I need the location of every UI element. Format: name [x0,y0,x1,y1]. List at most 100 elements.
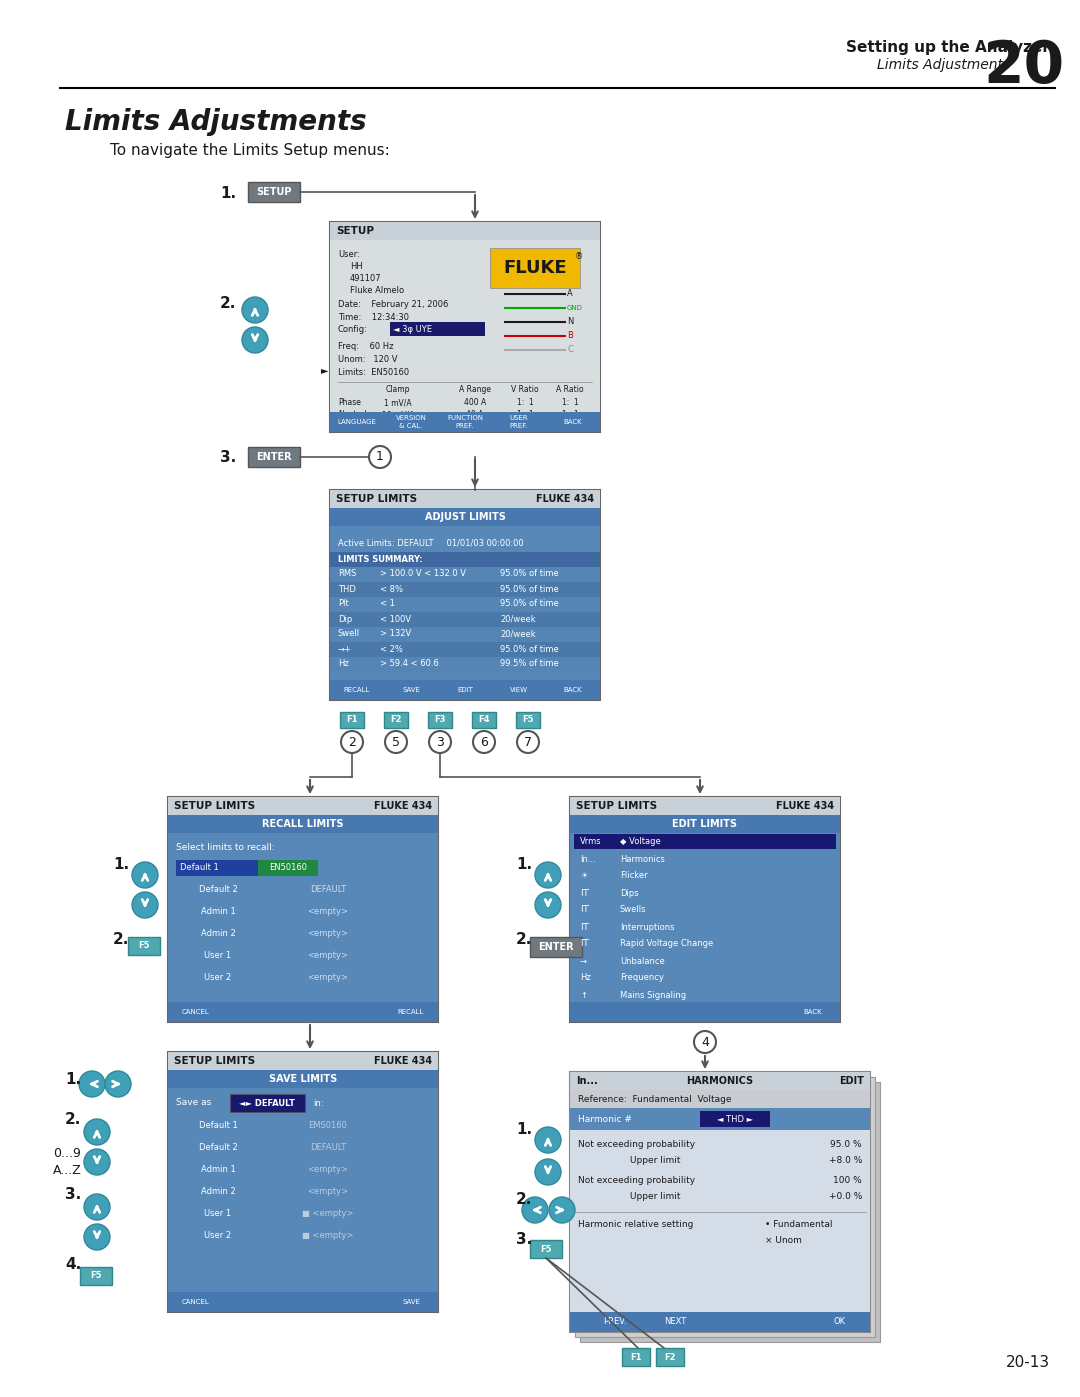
Text: 95.0% of time: 95.0% of time [500,584,558,594]
Bar [700,1111,770,1127]
Text: 4: 4 [701,1035,708,1049]
Text: × Unom: × Unom [765,1236,801,1245]
Text: Select limits to recall:: Select limits to recall: [176,842,274,852]
Circle shape [429,731,451,753]
Text: B: B [567,331,572,341]
Text: NEXT: NEXT [664,1317,686,1327]
Text: ■ <empty>: ■ <empty> [302,1232,354,1241]
Text: > 132V: > 132V [380,630,411,638]
Text: SETUP LIMITS: SETUP LIMITS [174,1056,255,1066]
Bar [168,1088,438,1292]
Text: CANCEL: CANCEL [181,1009,208,1016]
Text: 1: 1 [376,450,383,464]
Text: 99.5% of time: 99.5% of time [500,659,558,669]
Text: Default 2: Default 2 [199,1144,238,1153]
Bar [530,937,582,957]
Bar [168,833,438,1002]
Text: 1.: 1. [113,856,130,872]
Text: > 59.4 < 60.6: > 59.4 < 60.6 [380,659,438,669]
Bar [530,1241,562,1259]
Bar [129,937,160,956]
Text: F2: F2 [390,715,402,725]
Circle shape [242,327,268,353]
Text: EMS0160: EMS0160 [309,1122,348,1130]
Text: 2.: 2. [113,932,130,947]
Text: ■ <empty>: ■ <empty> [302,1210,354,1218]
Bar [230,1094,305,1112]
Text: 1:  1: 1: 1 [562,398,579,407]
Text: Date:    February 21, 2006: Date: February 21, 2006 [338,300,448,309]
Bar [330,412,600,432]
Text: Flicker: Flicker [620,872,648,880]
Bar [573,834,836,849]
Text: F1: F1 [631,1352,642,1362]
Text: Harmonics: Harmonics [620,855,665,863]
Text: EDIT LIMITS: EDIT LIMITS [673,819,738,828]
Text: Not exceeding probability: Not exceeding probability [578,1140,696,1148]
Text: ΓΓ: ΓΓ [580,922,590,932]
Text: ΓΓ: ΓΓ [580,888,590,897]
Bar [168,798,438,1023]
Text: C: C [567,345,572,355]
Text: FLUKE 434: FLUKE 434 [536,495,594,504]
Text: 95.0% of time: 95.0% of time [500,570,558,578]
Text: Swells: Swells [620,905,647,915]
Bar [168,1292,438,1312]
Bar [570,1108,870,1130]
Bar [580,1083,880,1343]
Text: 6: 6 [481,735,488,749]
Bar [168,1052,438,1070]
Text: F5: F5 [523,715,534,725]
Text: <empty>: <empty> [308,1187,349,1196]
Text: DEFAULT: DEFAULT [310,886,346,894]
Text: SETUP LIMITS: SETUP LIMITS [174,800,255,812]
Text: +8.0 %: +8.0 % [828,1155,862,1165]
Text: Default 2: Default 2 [199,886,238,894]
Text: LIMITS SUMMARY:: LIMITS SUMMARY: [338,555,422,563]
Text: DEFAULT: DEFAULT [310,1144,346,1153]
Text: <empty>: <empty> [308,951,349,961]
Text: 2.: 2. [220,296,237,312]
Text: 20-13: 20-13 [1005,1355,1050,1370]
Text: SETUP: SETUP [336,226,374,236]
Text: Harmonic #: Harmonic # [578,1115,632,1123]
Text: User 1: User 1 [204,1210,231,1218]
Text: EDIT: EDIT [457,687,473,693]
Bar [330,490,600,700]
Bar [622,1348,650,1366]
Circle shape [84,1119,110,1146]
Text: Admin 2: Admin 2 [201,1187,235,1196]
Text: VIEW: VIEW [510,687,528,693]
Circle shape [242,298,268,323]
Text: F2: F2 [664,1352,676,1362]
Text: Time:    12:34:30: Time: 12:34:30 [338,313,409,321]
Text: Hz: Hz [338,659,349,669]
Bar [570,1071,870,1331]
Bar [570,798,840,1023]
Text: →+: →+ [338,644,352,654]
Text: VERSION
& CAL.: VERSION & CAL. [395,415,427,429]
Text: 95.0% of time: 95.0% of time [500,599,558,609]
Text: 400 A: 400 A [464,398,486,407]
Bar [330,643,600,657]
Text: Clamp: Clamp [386,386,410,394]
Text: Plt: Plt [338,599,349,609]
Text: FUNCTION
PREF.: FUNCTION PREF. [447,415,483,429]
Bar [248,447,300,467]
Text: Rapid Voltage Change: Rapid Voltage Change [620,940,713,949]
Text: 20/week: 20/week [500,630,536,638]
Text: FLUKE 434: FLUKE 434 [374,1056,432,1066]
Circle shape [535,1127,561,1153]
Circle shape [549,1197,575,1222]
Text: Neutral: Neutral [338,409,366,419]
Text: +0.0 %: +0.0 % [828,1192,862,1201]
Text: • Fundamental: • Fundamental [765,1220,833,1229]
Text: > 100.0 V < 132.0 V: > 100.0 V < 132.0 V [380,570,465,578]
Bar [248,182,300,203]
Circle shape [535,893,561,918]
Bar [168,814,438,833]
Text: USER
PREF.: USER PREF. [510,415,528,429]
Bar [330,627,600,643]
Text: In...: In... [580,855,596,863]
Circle shape [84,1224,110,1250]
